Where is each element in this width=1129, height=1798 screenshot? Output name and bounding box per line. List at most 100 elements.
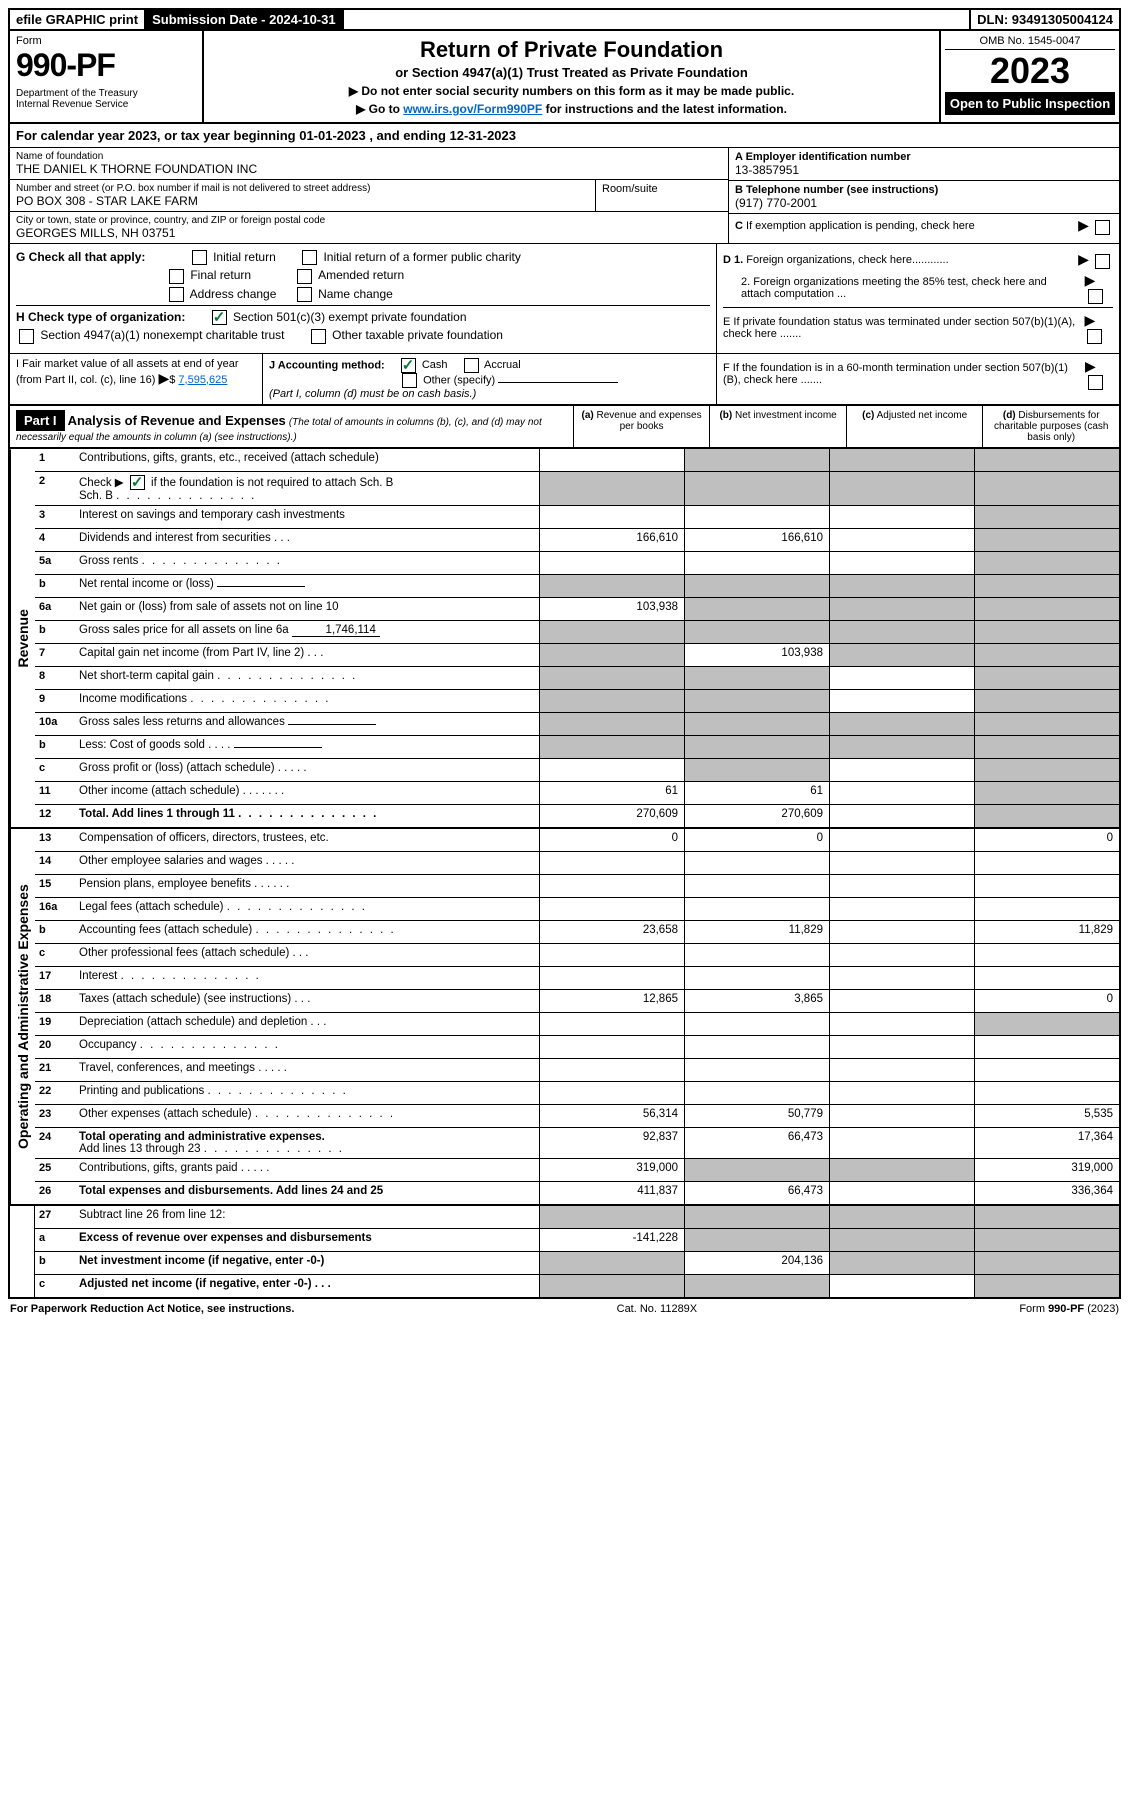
d2-label: 2. Foreign organizations meeting the 85%… bbox=[723, 276, 1079, 300]
h-4947-cb[interactable] bbox=[19, 329, 34, 344]
line-14: Other employee salaries and wages . . . … bbox=[75, 852, 539, 874]
form-title: Return of Private Foundation bbox=[210, 37, 933, 63]
line-6a: Net gain or (loss) from sale of assets n… bbox=[75, 598, 539, 620]
page-footer: For Paperwork Reduction Act Notice, see … bbox=[8, 1299, 1121, 1319]
line-20: Occupancy bbox=[75, 1036, 539, 1058]
g-amended-cb[interactable] bbox=[297, 269, 312, 284]
schb-checkbox[interactable] bbox=[130, 475, 145, 490]
header-left: Form 990-PF Department of the Treasury I… bbox=[10, 31, 204, 122]
form-label: Form bbox=[16, 35, 196, 47]
g-name-change-cb[interactable] bbox=[297, 287, 312, 302]
line-1: Contributions, gifts, grants, etc., rece… bbox=[75, 449, 539, 471]
d2-checkbox[interactable] bbox=[1088, 289, 1103, 304]
c-checkbox[interactable] bbox=[1095, 220, 1110, 235]
e-label: E If private foundation status was termi… bbox=[723, 316, 1078, 340]
form-ref: Form 990-PF (2023) bbox=[1019, 1303, 1119, 1315]
line-5b: Net rental income or (loss) bbox=[75, 575, 539, 597]
line-15: Pension plans, employee benefits . . . .… bbox=[75, 875, 539, 897]
form-subtitle: or Section 4947(a)(1) Trust Treated as P… bbox=[210, 65, 933, 80]
line-16b: Accounting fees (attach schedule) bbox=[75, 921, 539, 943]
g-initial-former-cb[interactable] bbox=[302, 250, 317, 265]
ein-label: A Employer identification number bbox=[735, 151, 1113, 163]
calendar-year-line: For calendar year 2023, or tax year begi… bbox=[8, 124, 1121, 148]
ijf-row: I Fair market value of all assets at end… bbox=[8, 354, 1121, 406]
part1-badge: Part I bbox=[16, 410, 65, 431]
line-7: Capital gain net income (from Part IV, l… bbox=[75, 644, 539, 666]
dept-treasury: Department of the Treasury Internal Reve… bbox=[16, 88, 196, 110]
omb-number: OMB No. 1545-0047 bbox=[945, 35, 1115, 50]
line-12: Total. Add lines 1 through 11 bbox=[75, 805, 539, 827]
expenses-table: Operating and Administrative Expenses 13… bbox=[8, 829, 1121, 1206]
paperwork-notice: For Paperwork Reduction Act Notice, see … bbox=[10, 1303, 294, 1315]
line-27a: Excess of revenue over expenses and disb… bbox=[75, 1229, 539, 1251]
header-center: Return of Private Foundation or Section … bbox=[204, 31, 939, 122]
foundation-name: THE DANIEL K THORNE FOUNDATION INC bbox=[16, 162, 722, 176]
line-24: Total operating and administrative expen… bbox=[75, 1128, 539, 1158]
h-501c3-cb[interactable] bbox=[212, 310, 227, 325]
e-checkbox[interactable] bbox=[1087, 329, 1102, 344]
exemption-pending-label: C If exemption application is pending, c… bbox=[735, 220, 975, 232]
line-2: Check ▶ if the foundation is not require… bbox=[75, 472, 539, 505]
line-4: Dividends and interest from securities .… bbox=[75, 529, 539, 551]
d1-checkbox[interactable] bbox=[1095, 254, 1110, 269]
submission-date: Submission Date - 2024-10-31 bbox=[146, 10, 344, 29]
j-accrual-cb[interactable] bbox=[464, 358, 479, 373]
g-label: G Check all that apply: Initial return I… bbox=[16, 250, 710, 265]
line-23: Other expenses (attach schedule) bbox=[75, 1105, 539, 1127]
goto-link-line: ▶ Go to www.irs.gov/Form990PF for instru… bbox=[210, 102, 933, 116]
entity-row-1: Name of foundation THE DANIEL K THORNE F… bbox=[8, 148, 1121, 244]
irs-link[interactable]: www.irs.gov/Form990PF bbox=[403, 102, 542, 116]
f-checkbox[interactable] bbox=[1088, 375, 1103, 390]
h-other-taxable-cb[interactable] bbox=[311, 329, 326, 344]
g-final-return-cb[interactable] bbox=[169, 269, 184, 284]
tax-year: 2023 bbox=[945, 50, 1115, 92]
line-26: Total expenses and disbursements. Add li… bbox=[75, 1182, 539, 1204]
h-label: H Check type of organization: bbox=[16, 310, 185, 324]
line-27b: Net investment income (if negative, ente… bbox=[75, 1252, 539, 1274]
header-right: OMB No. 1545-0047 2023 Open to Public In… bbox=[939, 31, 1119, 122]
expenses-side-label: Operating and Administrative Expenses bbox=[10, 829, 35, 1204]
d1-label: D 1. Foreign organizations, check here..… bbox=[723, 254, 949, 266]
room-suite-label: Room/suite bbox=[595, 180, 728, 211]
phone-value: (917) 770-2001 bbox=[735, 196, 1113, 210]
line-5a: Gross rents bbox=[75, 552, 539, 574]
line-18: Taxes (attach schedule) (see instruction… bbox=[75, 990, 539, 1012]
g-address-change-cb[interactable] bbox=[169, 287, 184, 302]
g-initial-return-cb[interactable] bbox=[192, 250, 207, 265]
revenue-table: Revenue 1Contributions, gifts, grants, e… bbox=[8, 449, 1121, 829]
fmv-value: 7,595,625 bbox=[178, 374, 227, 386]
city-label: City or town, state or province, country… bbox=[16, 215, 722, 226]
line-9: Income modifications bbox=[75, 690, 539, 712]
j-other-cb[interactable] bbox=[402, 373, 417, 388]
line-6b: Gross sales price for all assets on line… bbox=[75, 621, 539, 643]
line-17: Interest bbox=[75, 967, 539, 989]
form-number: 990-PF bbox=[16, 47, 196, 84]
line-16c: Other professional fees (attach schedule… bbox=[75, 944, 539, 966]
form-header: Form 990-PF Department of the Treasury I… bbox=[8, 31, 1121, 124]
efile-print-label[interactable]: efile GRAPHIC print bbox=[10, 10, 146, 29]
line-10a: Gross sales less returns and allowances bbox=[75, 713, 539, 735]
revenue-side-label: Revenue bbox=[10, 449, 35, 827]
line-3: Interest on savings and temporary cash i… bbox=[75, 506, 539, 528]
line-11: Other income (attach schedule) . . . . .… bbox=[75, 782, 539, 804]
line-27: Subtract line 26 from line 12: bbox=[75, 1206, 539, 1228]
part1-title: Analysis of Revenue and Expenses bbox=[68, 413, 286, 428]
part1-header-row: Part I Analysis of Revenue and Expenses … bbox=[8, 406, 1121, 449]
line-8: Net short-term capital gain bbox=[75, 667, 539, 689]
line-16a: Legal fees (attach schedule) bbox=[75, 898, 539, 920]
j-note: (Part I, column (d) must be on cash basi… bbox=[269, 388, 710, 400]
col-d-header: (d) Disbursements for charitable purpose… bbox=[982, 406, 1119, 447]
col-a-header: (a) Revenue and expenses per books bbox=[573, 406, 710, 447]
j-cash-cb[interactable] bbox=[401, 358, 416, 373]
col-c-header: (c) Adjusted net income bbox=[846, 406, 983, 447]
city-state-zip: GEORGES MILLS, NH 03751 bbox=[16, 226, 722, 240]
name-label: Name of foundation bbox=[16, 151, 722, 162]
top-bar: efile GRAPHIC print Submission Date - 20… bbox=[8, 8, 1121, 31]
dln-label: DLN: 93491305004124 bbox=[971, 10, 1119, 29]
f-label: F If the foundation is in a 60-month ter… bbox=[723, 362, 1079, 386]
line-13: Compensation of officers, directors, tru… bbox=[75, 829, 539, 851]
line-10c: Gross profit or (loss) (attach schedule)… bbox=[75, 759, 539, 781]
phone-label: B Telephone number (see instructions) bbox=[735, 184, 1113, 196]
line-10b: Less: Cost of goods sold . . . . bbox=[75, 736, 539, 758]
line-27c: Adjusted net income (if negative, enter … bbox=[75, 1275, 539, 1297]
